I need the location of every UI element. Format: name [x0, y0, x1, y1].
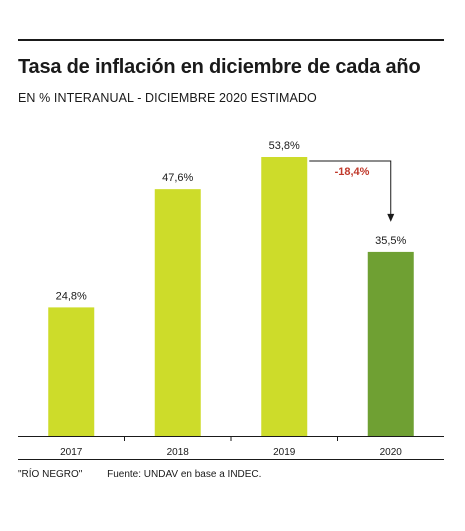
bar-2020 [367, 251, 414, 436]
bar-2019 [261, 157, 308, 436]
chart-subtitle: EN % INTERANUAL - DICIEMBRE 2020 ESTIMAD… [18, 91, 317, 105]
footer-source: Fuente: UNDAV en base a INDEC. [107, 469, 262, 480]
x-tick-2019: 2019 [273, 447, 296, 458]
data-label-2017: 24,8% [56, 290, 87, 302]
footer: "RÍO NEGRO" Fuente: UNDAV en base a INDE… [18, 469, 261, 480]
bar-2017 [48, 307, 95, 436]
data-label-2018: 47,6% [162, 172, 193, 184]
x-tick-2018: 2018 [167, 447, 190, 458]
data-label-2019: 53,8% [269, 140, 300, 152]
annotation-arrow-line [309, 160, 392, 220]
data-label-2020: 35,5% [375, 235, 406, 247]
top-rule [18, 39, 444, 41]
footer-rule [18, 459, 444, 460]
x-tick-2017: 2017 [60, 447, 83, 458]
bar-2018 [154, 189, 201, 436]
annotation-label: -18,4% [335, 166, 370, 178]
chart-title: Tasa de inflación en diciembre de cada a… [18, 56, 421, 78]
x-tick-2020: 2020 [380, 447, 403, 458]
footer-credit: "RÍO NEGRO" [18, 469, 83, 480]
annotation-arrowhead [387, 213, 395, 222]
